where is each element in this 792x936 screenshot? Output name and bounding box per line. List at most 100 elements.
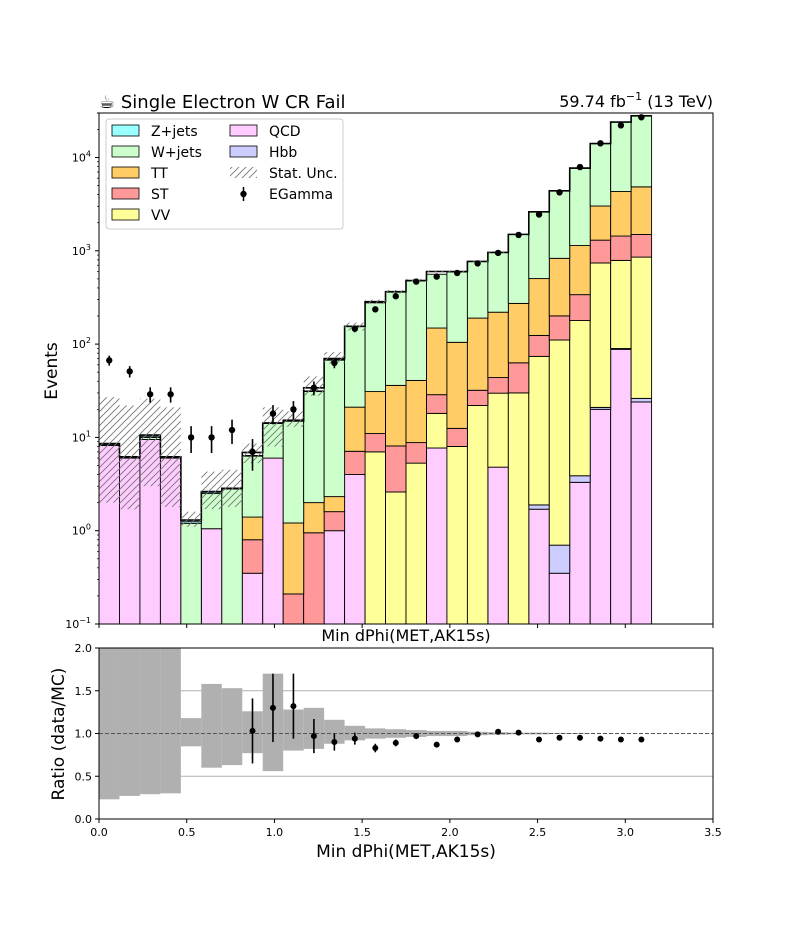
data-point-22: [556, 189, 563, 196]
ratio-y-tick-label-3: 1.5: [75, 685, 93, 698]
data-point-3: [167, 391, 174, 398]
data-point-5: [208, 434, 215, 441]
ratio-band-bin-3: [160, 648, 181, 794]
legend-label-qcd: QCD: [269, 124, 301, 140]
bar-qcd-bin-21: [528, 508, 550, 625]
bar-vv-bin-25: [610, 259, 632, 349]
bar-w-jets-bin-14: [385, 291, 407, 386]
bar-qcd-bin-25: [610, 348, 632, 625]
stat-unc-bin-3: [160, 407, 181, 507]
bar-w-jets-bin-17: [446, 271, 468, 343]
bar-st-bin-21: [528, 334, 550, 357]
main-y-axis-label: Events: [42, 342, 62, 400]
bar-w-jets-bin-26: [630, 115, 653, 188]
data-point-24: [597, 140, 604, 147]
bar-vv-bin-15: [405, 462, 427, 625]
legend-label-tt: TT: [150, 166, 168, 182]
bar-w-jets-bin-9: [282, 419, 305, 524]
bar-vv-bin-13: [364, 451, 386, 625]
bar-qcd-bin-12: [344, 474, 366, 625]
data-point-11: [331, 359, 338, 367]
bar-tt-bin-10: [303, 502, 325, 534]
stat-unc-bin-13: [365, 299, 386, 304]
legend-swatch-hbb: [229, 145, 258, 158]
main-y-tick-exp: 2: [86, 336, 91, 345]
main-y-tick-label-2: 101: [72, 429, 91, 444]
data-point-1: [126, 368, 133, 375]
ratio-band-bin-4: [180, 718, 202, 747]
main-y-tick-label-4: 103: [72, 243, 91, 258]
stat-unc-bin-8: [262, 407, 284, 447]
ratio-point-7: [392, 739, 399, 746]
main-y-tick-exp: 3: [86, 243, 91, 252]
bar-hbb-bin-26: [630, 397, 653, 403]
bar-st-bin-23: [569, 294, 591, 321]
bar-tt-bin-18: [466, 317, 489, 391]
bar-vv-bin-14: [385, 491, 407, 625]
bar-vv-bin-21: [528, 355, 550, 506]
bar-hbb-bin-23: [569, 475, 591, 483]
ratio-band-bin-5: [201, 683, 222, 768]
legend-swatch-vv: [111, 208, 140, 221]
main-y-tick-label-5: 104: [72, 150, 91, 165]
bar-qcd-bin-7: [241, 572, 264, 625]
ratio-point-18: [617, 736, 624, 743]
ratio-band-bin-1: [119, 648, 140, 796]
ratio-band-bin-22: [549, 733, 570, 734]
stat-unc-bin-4: [180, 511, 202, 527]
bar-st-bin-9: [282, 593, 305, 625]
ratio-point-14: [536, 736, 543, 743]
bar-tt-bin-15: [405, 379, 427, 444]
ratio-x-tick-label-2: 1.0: [266, 826, 284, 839]
bar-w-jets-bin-10: [303, 391, 325, 504]
bar-st-bin-11: [323, 511, 346, 532]
main-y-tick-base: 10: [65, 618, 79, 631]
bar-st-bin-25: [610, 235, 632, 261]
data-point-8: [269, 410, 277, 417]
stat-unc-bin-5: [201, 471, 222, 510]
bar-qcd-bin-26: [630, 401, 653, 625]
stat-unc-bin-16: [426, 270, 447, 273]
legend-swatch-qcd: [229, 124, 258, 137]
main-x-axis-label: Min dPhi(MET,AK15s): [321, 626, 490, 645]
lumi-label: 59.74 fb−1 (13 TeV): [559, 90, 713, 111]
bar-vv-bin-20: [507, 392, 530, 625]
bar-qcd-bin-24: [589, 408, 612, 625]
bar-tt-bin-7: [241, 516, 264, 541]
ratio-y-tick-label-2: 1.0: [75, 728, 93, 741]
data-point-7: [249, 448, 256, 456]
ratio-point-4: [331, 739, 338, 746]
bar-qcd-bin-8: [262, 457, 284, 625]
ratio-y-tick-label-1: 0.5: [75, 770, 93, 783]
data-point-6: [228, 426, 236, 434]
bar-st-bin-7: [241, 539, 264, 574]
ratio-x-axis-ticks: 0.0 0.5 1.0 1.5 2.0 2.5 3.0 3.5: [90, 819, 722, 839]
data-point-10: [310, 384, 318, 392]
main-y-tick-base: 10: [72, 152, 86, 165]
ratio-panel: 0.0 0.5 1.0 1.5 2.0 0.0 0.5 1.0 1.5 2.0 2.5 3.0 3.5…: [49, 642, 722, 862]
bar-st-bin-10: [303, 532, 325, 625]
data-point-13: [372, 306, 379, 313]
bar-w-jets-bin-25: [610, 121, 632, 192]
bar-w-jets-bin-4: [180, 522, 202, 625]
ratio-x-tick-label-5: 2.5: [529, 826, 547, 839]
data-point-18: [474, 260, 481, 267]
data-point-17: [453, 269, 461, 277]
bar-st-bin-20: [507, 362, 530, 394]
stat-unc-bin-14: [385, 290, 406, 294]
bar-w-jets-bin-18: [466, 261, 489, 319]
ratio-points: [249, 673, 645, 764]
bar-tt-bin-23: [569, 245, 591, 296]
bar-tt-bin-24: [589, 205, 612, 241]
bar-w-jets-bin-24: [589, 143, 612, 207]
legend-label-egamma: EGamma: [269, 187, 333, 203]
main-y-tick-exp: −1: [79, 616, 91, 625]
ratio-band-bin-11: [324, 719, 345, 744]
stat-unc-bin-0: [99, 397, 120, 503]
lumi-value: 59.74 fb: [559, 92, 626, 111]
bar-tt-bin-13: [364, 391, 386, 434]
ratio-point-1: [269, 704, 276, 711]
main-plot-frame: [98, 112, 714, 625]
legend-label-hbb: Hbb: [269, 145, 297, 161]
ratio-x-axis-label: Min dPhi(MET,AK15s): [316, 842, 496, 862]
